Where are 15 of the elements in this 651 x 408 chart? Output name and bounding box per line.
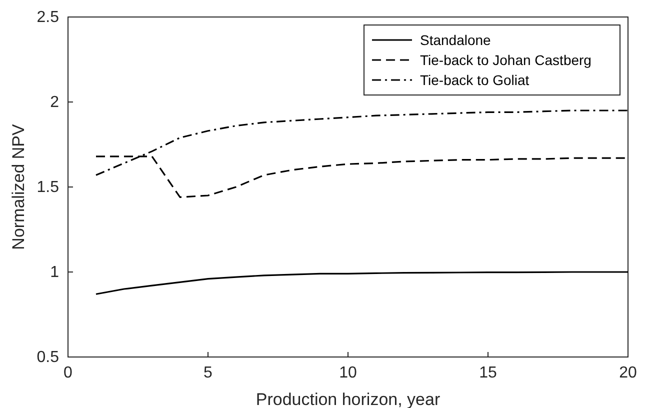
y-tick-label: 1: [50, 264, 60, 282]
y-axis-title: Normalized NPV: [9, 124, 28, 250]
x-tick-label: 15: [479, 364, 497, 382]
legend-label: Standalone: [420, 32, 492, 48]
y-tick-label: 2: [50, 94, 60, 112]
line-series: [95, 271, 629, 295]
legend-label: Tie-back to Goliat: [420, 72, 530, 88]
y-tick-label: 0.5: [36, 349, 60, 366]
y-tick-label: 1.5: [36, 179, 60, 196]
x-tick-label: 10: [339, 364, 357, 382]
legend-label: Tie-back to Johan Castberg: [420, 52, 592, 68]
y-tick-label: 2.5: [36, 9, 60, 26]
x-tick-label: 0: [64, 364, 73, 382]
x-tick-label: 20: [619, 364, 637, 382]
x-tick-label: 5: [204, 364, 213, 382]
